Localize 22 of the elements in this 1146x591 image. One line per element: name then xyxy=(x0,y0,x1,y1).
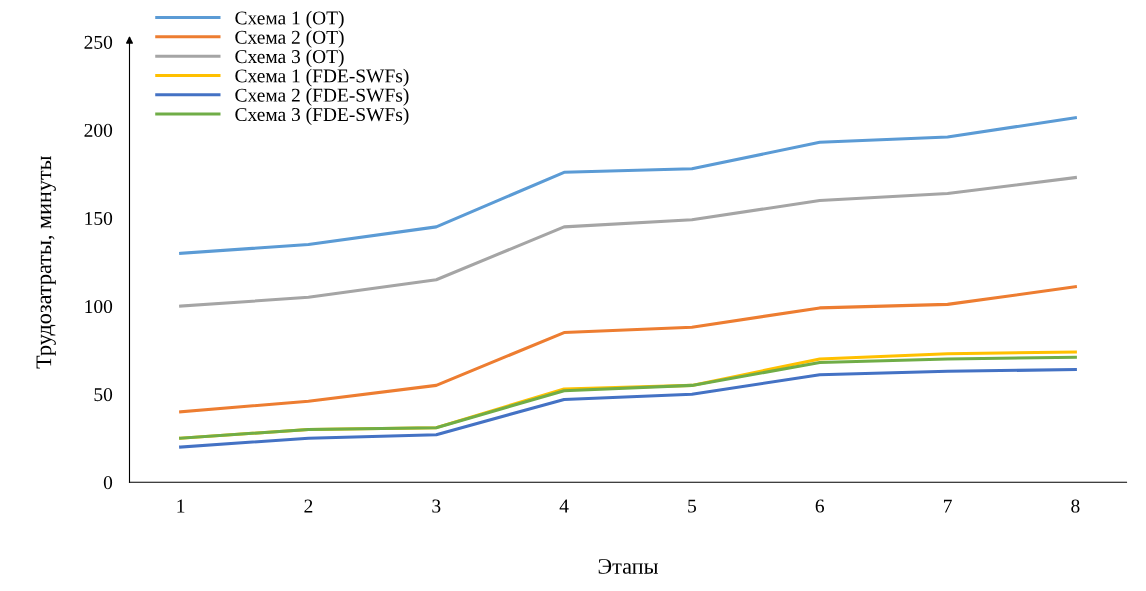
legend-label: Схема 1 (FDE-SWFs) xyxy=(235,68,409,87)
legend-label: Схема 3 (OT) xyxy=(235,49,344,68)
x-tick-label: 6 xyxy=(815,499,825,513)
x-tick-label: 5 xyxy=(688,499,697,513)
x-tick-label: 1 xyxy=(177,499,185,513)
legend-label: Схема 2 (FDE-SWFs) xyxy=(235,88,409,106)
x-tick-label: 8 xyxy=(1071,499,1080,513)
y-tick-label: 150 xyxy=(85,211,113,226)
x-tick-label: 3 xyxy=(432,499,441,513)
y-tick-label: 100 xyxy=(85,299,113,314)
y-tick-label: 0 xyxy=(103,476,113,490)
y-tick-label: 200 xyxy=(84,123,113,137)
y-axis-title: Трудозатраты, минуты xyxy=(36,155,56,369)
legend-label: Схема 2 (OT) xyxy=(235,30,344,48)
y-tick-label: 50 xyxy=(94,388,113,402)
x-tick-label: 2 xyxy=(304,499,313,513)
x-tick-label: 4 xyxy=(559,499,569,513)
legend-label: Схема 3 (FDE-SWFs) xyxy=(235,107,409,126)
x-tick-label: 7 xyxy=(943,499,952,513)
legend-label: Схема 1 (OT) xyxy=(235,10,344,29)
y-tick-label: 250 xyxy=(84,35,113,49)
x-axis-title: Этапы xyxy=(598,558,659,574)
